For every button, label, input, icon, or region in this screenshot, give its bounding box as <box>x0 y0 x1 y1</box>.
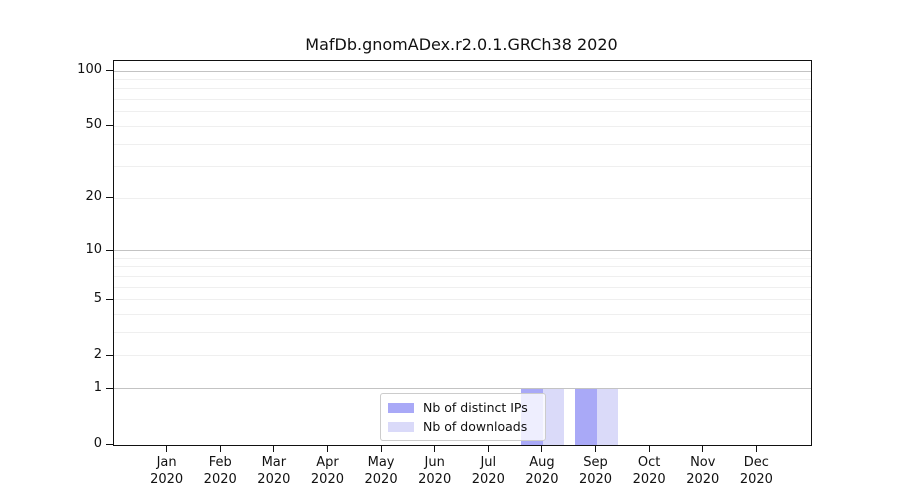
x-tick-label-apr-2020: Apr 2020 <box>310 455 344 487</box>
y-tick-100 <box>106 70 113 71</box>
y-gridline-minor-9 <box>114 257 811 259</box>
y-gridline-minor-70 <box>114 99 811 101</box>
y-tick-label-0: 0 <box>93 436 102 451</box>
x-tick-may-2020 <box>380 446 382 452</box>
y-tick-1 <box>106 387 113 389</box>
y-tick-label-10: 10 <box>85 241 102 257</box>
y-gridline-minor-60 <box>114 111 811 113</box>
y-tick-label-100: 100 <box>77 62 102 77</box>
x-tick-label-dec-2020: Dec 2020 <box>739 455 773 487</box>
y-gridline-minor-90 <box>114 78 811 80</box>
y-gridline-minor-20 <box>114 197 811 199</box>
y-gridline-minor-40 <box>114 143 811 145</box>
y-tick-10 <box>106 249 113 251</box>
legend: Nb of distinct IPs Nb of downloads <box>380 393 546 441</box>
chart-title: MafDb.gnomADex.r2.0.1.GRCh38 2020 <box>305 35 618 54</box>
x-tick-label-nov-2020: Nov 2020 <box>686 455 720 487</box>
x-tick-mar-2020 <box>273 446 275 452</box>
y-gridline-minor-7 <box>114 275 811 277</box>
legend-item-distinct-ips: Nb of distinct IPs <box>388 400 536 415</box>
y-tick-label-2: 2 <box>93 346 102 362</box>
legend-item-downloads: Nb of downloads <box>388 419 536 434</box>
legend-label-downloads: Nb of downloads <box>423 419 528 434</box>
bar-nb-of-distinct-ips-sep-2020 <box>575 388 597 445</box>
x-tick-label-jun-2020: Jun 2020 <box>418 455 452 487</box>
y-gridline-minor-80 <box>114 88 811 90</box>
x-tick-label-jan-2020: Jan 2020 <box>150 455 184 487</box>
y-tick-0 <box>106 444 113 445</box>
x-tick-apr-2020 <box>326 446 328 452</box>
x-tick-feb-2020 <box>219 446 221 452</box>
legend-label-distinct-ips: Nb of distinct IPs <box>423 400 528 415</box>
bar-nb-of-downloads-sep-2020 <box>596 388 619 445</box>
legend-swatch-distinct-ips <box>388 402 414 413</box>
x-tick-jan-2020 <box>166 446 168 452</box>
y-tick-label-50: 50 <box>85 117 102 133</box>
x-tick-jun-2020 <box>434 446 436 452</box>
y-gridline-minor-4 <box>114 314 811 316</box>
y-gridline-minor-6 <box>114 286 811 288</box>
y-tick-50 <box>106 125 113 127</box>
y-gridline-major-1 <box>114 388 811 390</box>
legend-swatch-downloads <box>388 421 414 432</box>
y-gridline-minor-30 <box>114 166 811 168</box>
x-tick-jul-2020 <box>487 446 489 452</box>
y-tick-20 <box>106 197 113 199</box>
y-tick-label-20: 20 <box>85 189 102 205</box>
y-gridline-minor-8 <box>114 266 811 268</box>
x-tick-nov-2020 <box>702 446 704 452</box>
y-tick-label-5: 5 <box>93 290 102 306</box>
y-gridline-major-10 <box>114 250 811 252</box>
y-gridline-minor-50 <box>114 125 811 127</box>
x-tick-label-jul-2020: Jul 2020 <box>471 455 505 487</box>
x-tick-label-aug-2020: Aug 2020 <box>525 455 559 487</box>
bar-nb-of-downloads-aug-2020 <box>542 388 565 445</box>
x-tick-aug-2020 <box>541 446 543 452</box>
y-gridline-major-100 <box>114 70 811 72</box>
x-tick-dec-2020 <box>755 446 757 452</box>
y-tick-2 <box>106 354 113 356</box>
y-gridline-minor-3 <box>114 332 811 334</box>
y-gridline-minor-5 <box>114 299 811 301</box>
x-tick-label-sep-2020: Sep 2020 <box>578 455 613 487</box>
y-tick-label-1: 1 <box>93 379 102 395</box>
x-tick-label-mar-2020: Mar 2020 <box>257 455 291 487</box>
x-tick-label-oct-2020: Oct 2020 <box>632 455 666 487</box>
x-tick-oct-2020 <box>648 446 650 452</box>
x-tick-sep-2020 <box>595 446 597 452</box>
y-tick-5 <box>106 298 113 300</box>
x-tick-label-may-2020: May 2020 <box>364 455 398 487</box>
y-gridline-minor-2 <box>114 355 811 357</box>
x-tick-label-feb-2020: Feb 2020 <box>203 455 237 487</box>
plot-area: Nb of distinct IPs Nb of downloads <box>113 60 812 446</box>
